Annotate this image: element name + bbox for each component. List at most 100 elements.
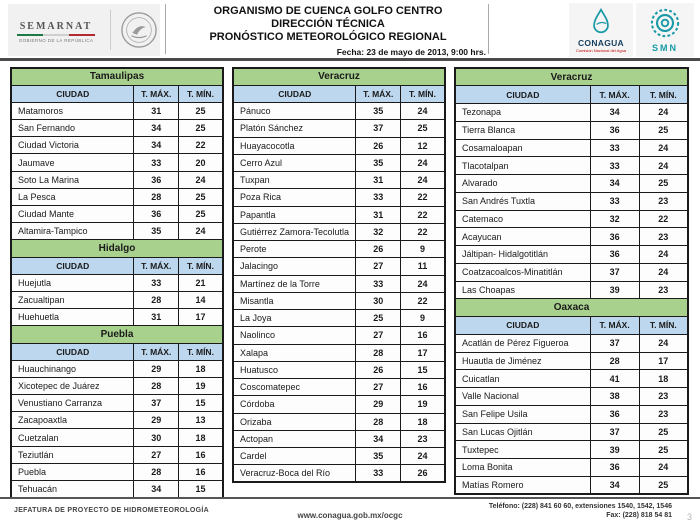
- city-cell: Puebla: [10, 462, 135, 482]
- table-row: Cardel 35 24: [232, 446, 446, 466]
- city-cell: Jáltipan- Hidalgotitlán: [454, 245, 591, 264]
- table-row: Huatusco 26 15: [232, 360, 446, 380]
- tmin-cell: 22: [638, 209, 689, 229]
- city-cell: Soto La Marina: [10, 170, 135, 189]
- tmax-cell: 34: [133, 479, 179, 499]
- city-cell: Acatlán de Pérez Figueroa: [454, 333, 591, 353]
- city-cell: La Pesca: [10, 187, 135, 207]
- column-header: T. MÁX.: [589, 85, 640, 104]
- tmin-cell: 9: [399, 239, 446, 259]
- page-footer: JEFATURA DE PROYECTO DE HIDROMETEOROLOGÍ…: [0, 497, 700, 525]
- tmin-cell: 24: [399, 446, 446, 466]
- conagua-wordmark: CONAGUA: [577, 37, 624, 48]
- city-cell: Poza Rica: [232, 188, 357, 207]
- table-row: Tierra Blanca 36 25: [454, 120, 689, 140]
- city-cell: Córdoba: [232, 395, 357, 414]
- tmax-cell: 33: [355, 188, 401, 207]
- mexico-seal-icon: [117, 11, 160, 49]
- tmax-cell: 28: [133, 290, 179, 310]
- tmin-cell: 24: [638, 103, 689, 122]
- table-row: Actopan 34 23: [232, 429, 446, 449]
- table-row: San Andrés Tuxtla 33 23: [454, 191, 689, 211]
- tmax-cell: 38: [589, 387, 640, 406]
- city-cell: Matías Romero: [454, 475, 591, 495]
- city-cell: Tehuacán: [10, 479, 135, 499]
- column-header: CIUDAD: [10, 256, 135, 275]
- city-cell: San Fernando: [10, 119, 135, 138]
- column-header: CIUDAD: [10, 84, 135, 103]
- city-cell: Zacapoaxtla: [10, 411, 135, 430]
- table-row: Tezonapa 34 24: [454, 103, 689, 122]
- footer-contact: Teléfono: (228) 841 60 60, extensiones 1…: [489, 502, 672, 520]
- tmin-cell: 18: [177, 428, 224, 447]
- city-cell: Tuxpan: [232, 170, 357, 190]
- forecast-table: Veracruz CIUDAD T. MÁX. T. MÍN. Tezonapa 34 24…: [454, 67, 689, 495]
- city-cell: Loma Bonita: [454, 458, 591, 477]
- tmax-cell: 35: [355, 153, 401, 173]
- tmin-cell: 18: [638, 369, 689, 388]
- table-row: Jaumave 33 20: [10, 153, 224, 172]
- tmin-cell: 22: [399, 222, 446, 242]
- table-row: La Joya 25 9: [232, 308, 446, 328]
- city-cell: Jalacingo: [232, 257, 357, 276]
- table-row: Misantla 30 22: [232, 291, 446, 311]
- tmin-cell: 18: [177, 359, 224, 378]
- city-cell: San Andrés Tuxtla: [454, 191, 591, 211]
- tmin-cell: 25: [177, 204, 224, 224]
- city-cell: Orizaba: [232, 412, 357, 431]
- table-row: Catemaco 32 22: [454, 209, 689, 229]
- tmax-cell: 32: [355, 222, 401, 242]
- agency-logos: CONAGUA Comisión Nacional del Agua SMN: [569, 3, 694, 57]
- tmax-cell: 27: [355, 377, 401, 397]
- city-cell: Cuicatlan: [454, 369, 591, 388]
- table-row: San Felipe Usila 36 23: [454, 404, 689, 424]
- column-header: CIUDAD: [232, 84, 357, 104]
- tmax-cell: 33: [589, 191, 640, 211]
- tmin-cell: 25: [638, 422, 689, 442]
- state-header: Puebla: [10, 325, 224, 344]
- smn-logo: SMN: [636, 3, 694, 57]
- table-row: Alvarado 34 25: [454, 174, 689, 193]
- tmin-cell: 15: [177, 479, 224, 499]
- tmin-cell: 24: [399, 274, 446, 293]
- table-row: Cosamaloapan 33 24: [454, 138, 689, 158]
- city-cell: Huatusco: [232, 360, 357, 380]
- table-row: Cerro Azul 35 24: [232, 153, 446, 173]
- tmin-cell: 22: [399, 205, 446, 224]
- tmax-cell: 28: [355, 343, 401, 362]
- table-row: Coscomatepec 27 16: [232, 377, 446, 397]
- table-row: Cuicatlan 41 18: [454, 369, 689, 388]
- tmin-cell: 18: [399, 412, 446, 431]
- city-cell: Cosamaloapan: [454, 138, 591, 158]
- column-header: T. MÍN.: [399, 84, 446, 104]
- tmin-cell: 11: [399, 257, 446, 276]
- city-cell: Veracruz-Boca del Río: [232, 464, 357, 483]
- forecast-table: Tamaulipas CIUDAD T. MÁX. T. MÍN. Matamoros 3…: [10, 67, 224, 499]
- state-header: Veracruz: [232, 67, 446, 86]
- tmax-cell: 29: [355, 395, 401, 414]
- tmin-cell: 20: [177, 153, 224, 172]
- title-line-3: PRONÓSTICO METEOROLÓGICO REGIONAL: [209, 31, 447, 43]
- state-header: Tamaulipas: [10, 67, 224, 86]
- tmin-cell: 17: [177, 308, 224, 327]
- tmin-cell: 16: [177, 462, 224, 482]
- table-row: Teziutlán 27 16: [10, 445, 224, 464]
- table-row: Perote 26 9: [232, 239, 446, 259]
- tmax-cell: 32: [589, 209, 640, 229]
- table-row: Loma Bonita 36 24: [454, 458, 689, 477]
- city-cell: Huautla de Jiménez: [454, 351, 591, 371]
- tmin-cell: 15: [399, 360, 446, 380]
- table-row: Coatzacoalcos-Minatitlán 37 24: [454, 262, 689, 282]
- table-row: Xicotepec de Juárez 28 19: [10, 376, 224, 396]
- table-row: Venustiano Carranza 37 15: [10, 394, 224, 413]
- tmin-cell: 22: [177, 136, 224, 155]
- tmax-cell: 31: [355, 205, 401, 224]
- tmin-cell: 23: [638, 404, 689, 424]
- table-row: Poza Rica 33 22: [232, 188, 446, 207]
- tmax-cell: 36: [589, 245, 640, 264]
- tmax-cell: 26: [355, 239, 401, 259]
- tmin-cell: 24: [177, 170, 224, 189]
- table-row: Zacapoaxtla 29 13: [10, 411, 224, 430]
- tmin-cell: 25: [638, 120, 689, 140]
- tmax-cell: 36: [589, 404, 640, 424]
